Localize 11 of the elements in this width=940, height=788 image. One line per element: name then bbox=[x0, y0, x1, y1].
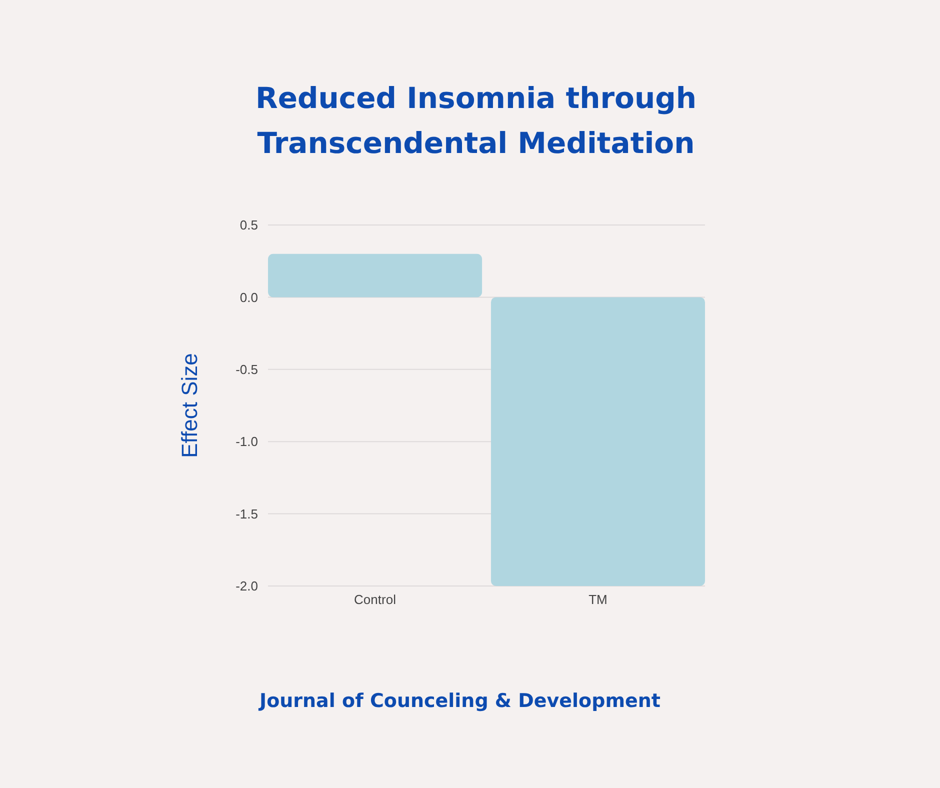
chart-title: Reduced Insomnia through Transcendental Meditation bbox=[256, 81, 696, 160]
y-axis-title: Effect Size bbox=[177, 353, 202, 458]
y-tick-label: -1.5 bbox=[236, 506, 258, 522]
y-tick-label: 0.5 bbox=[240, 218, 258, 233]
x-tick-label: Control bbox=[354, 592, 396, 607]
y-tick-label: 0.0 bbox=[240, 290, 258, 305]
y-tick-label: -2.0 bbox=[236, 578, 258, 594]
y-tick-label: -0.5 bbox=[236, 362, 258, 377]
y-tick-label: -1.0 bbox=[236, 434, 258, 450]
x-tick-label: TM bbox=[588, 592, 608, 607]
text: Journal of Counceling & Development bbox=[258, 690, 660, 712]
